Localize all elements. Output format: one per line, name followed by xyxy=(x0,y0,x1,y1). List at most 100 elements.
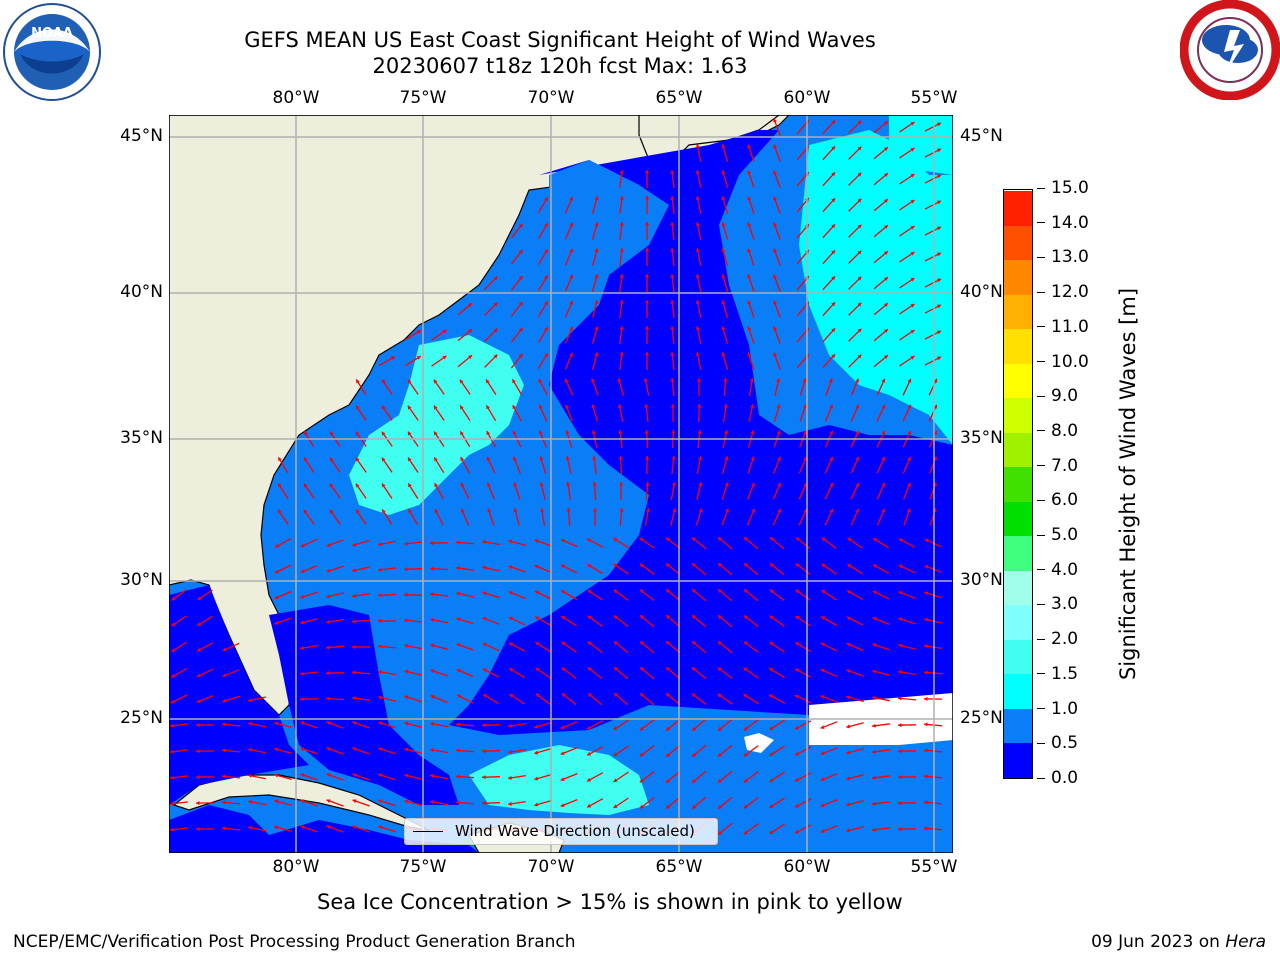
wave-arrow-head xyxy=(666,726,670,731)
wave-arrow-head xyxy=(196,801,200,806)
wave-arrow-head xyxy=(300,773,305,778)
wave-arrow-head xyxy=(692,667,696,672)
wave-arrow-head xyxy=(468,355,472,360)
wave-arrow-head xyxy=(773,170,777,175)
wave-arrow-head xyxy=(569,326,574,331)
wave-arrow-head xyxy=(884,199,888,203)
colorbar-tick-label: 9.0 xyxy=(1037,386,1078,406)
wave-arrow-head xyxy=(670,248,675,252)
wave-arrow-head xyxy=(544,249,548,254)
wave-arrow-head xyxy=(898,564,903,569)
wave-arrow-head xyxy=(721,274,726,279)
colorbar-segment xyxy=(1004,259,1032,295)
wave-arrow-head xyxy=(434,457,438,462)
wave-arrow-head xyxy=(326,747,331,751)
wave-arrow-head xyxy=(666,752,670,757)
wave-arrow-head xyxy=(645,352,650,356)
wave-arrow-head xyxy=(846,642,851,647)
band-low-bahamas xyxy=(269,605,459,805)
wave-arrow-head xyxy=(795,642,800,646)
wave-arrow-head xyxy=(300,620,305,625)
wave-arrow-head xyxy=(803,430,807,435)
wave-arrow-head xyxy=(924,565,929,569)
wave-arrow-head xyxy=(460,431,464,436)
wave-arrow-head xyxy=(430,774,434,779)
wave-arrow-head xyxy=(898,749,902,754)
wave-arrow-head xyxy=(560,725,565,729)
wave-arrow-head xyxy=(695,274,700,278)
wave-arrow-head xyxy=(666,778,670,783)
wave-arrow-head xyxy=(304,457,308,462)
colorbar-tick-label: 1.5 xyxy=(1037,664,1078,684)
wave-arrow-head xyxy=(773,248,777,253)
wave-arrow-head xyxy=(872,695,876,700)
colorbar-segment xyxy=(1004,604,1032,640)
wave-arrow-head xyxy=(430,643,435,648)
wave-arrow-head xyxy=(907,456,912,461)
wave-arrow-head xyxy=(326,619,330,624)
wave-arrow-head xyxy=(644,430,649,434)
wave-arrow-head xyxy=(619,482,624,486)
wave-arrow-head xyxy=(433,405,438,410)
wave-arrow-head xyxy=(569,222,574,227)
wave-arrow-head xyxy=(751,508,756,513)
band-zero-spot xyxy=(744,733,774,753)
wave-arrow-head xyxy=(352,619,356,624)
wave-arrow-head xyxy=(924,826,928,831)
wave-arrow-head xyxy=(222,774,226,779)
wave-arrow-head xyxy=(613,752,618,756)
wave-arrow-head xyxy=(560,538,565,543)
wave-arrow-head xyxy=(434,509,439,513)
wave-arrow-head xyxy=(640,641,644,645)
wave-arrow-head xyxy=(381,431,386,436)
wave-arrow-head xyxy=(569,196,574,201)
wave-arrow-head xyxy=(587,751,592,756)
wave-arrow-head xyxy=(378,773,383,778)
wave-arrow-head xyxy=(857,328,862,333)
wave-arrow-head xyxy=(777,508,782,513)
wave-arrow-head xyxy=(468,303,472,308)
wave-arrow-head xyxy=(613,564,618,568)
wave-arrow-head xyxy=(493,302,498,307)
wave-arrow-head xyxy=(300,799,305,804)
wave-arrow-head xyxy=(468,329,472,334)
wave-arrow-head xyxy=(723,378,728,382)
wave-arrow-head xyxy=(692,641,696,645)
wave-arrow-head xyxy=(352,670,356,675)
wave-arrow-head xyxy=(518,353,523,358)
wave-arrow-head xyxy=(820,668,825,673)
wave-arrow-head xyxy=(881,378,886,383)
wave-arrow-head xyxy=(404,747,409,752)
lon-label-bottom: 75°W xyxy=(399,857,447,877)
wave-arrow-head xyxy=(718,752,722,757)
wave-arrow-head xyxy=(460,482,465,487)
wave-arrow-head xyxy=(724,456,729,461)
wave-arrow-head xyxy=(795,751,799,756)
wave-arrow-head xyxy=(773,300,777,305)
wave-arrow-head xyxy=(222,698,227,703)
wave-arrow-head xyxy=(171,622,176,627)
wave-arrow-head xyxy=(512,405,517,410)
wave-arrow-head xyxy=(924,644,928,649)
wave-arrow-head xyxy=(593,508,598,512)
wave-arrow-head xyxy=(776,430,781,435)
wave-arrow-head xyxy=(743,830,748,835)
wave-arrow-head xyxy=(535,642,540,646)
wave-arrow-head xyxy=(544,301,548,306)
wave-arrow-head xyxy=(645,300,650,304)
wave-arrow-head xyxy=(910,174,915,178)
wave-arrow-head xyxy=(170,801,174,806)
lat-label-left: 30°N xyxy=(120,570,163,590)
wave-arrow-head xyxy=(564,378,569,383)
wave-arrow-head xyxy=(614,693,619,697)
wave-arrow-head xyxy=(795,829,799,834)
wave-arrow-head xyxy=(518,301,523,306)
wave-arrow-head xyxy=(382,483,386,488)
wave-arrow-head xyxy=(692,537,696,542)
wave-arrow-head xyxy=(937,278,941,283)
wave-arrow-head xyxy=(329,483,334,488)
wave-arrow-head xyxy=(773,274,777,279)
wave-arrow-head xyxy=(924,800,928,805)
wave-arrow-head xyxy=(644,404,649,408)
wave-arrow-head xyxy=(569,274,574,279)
